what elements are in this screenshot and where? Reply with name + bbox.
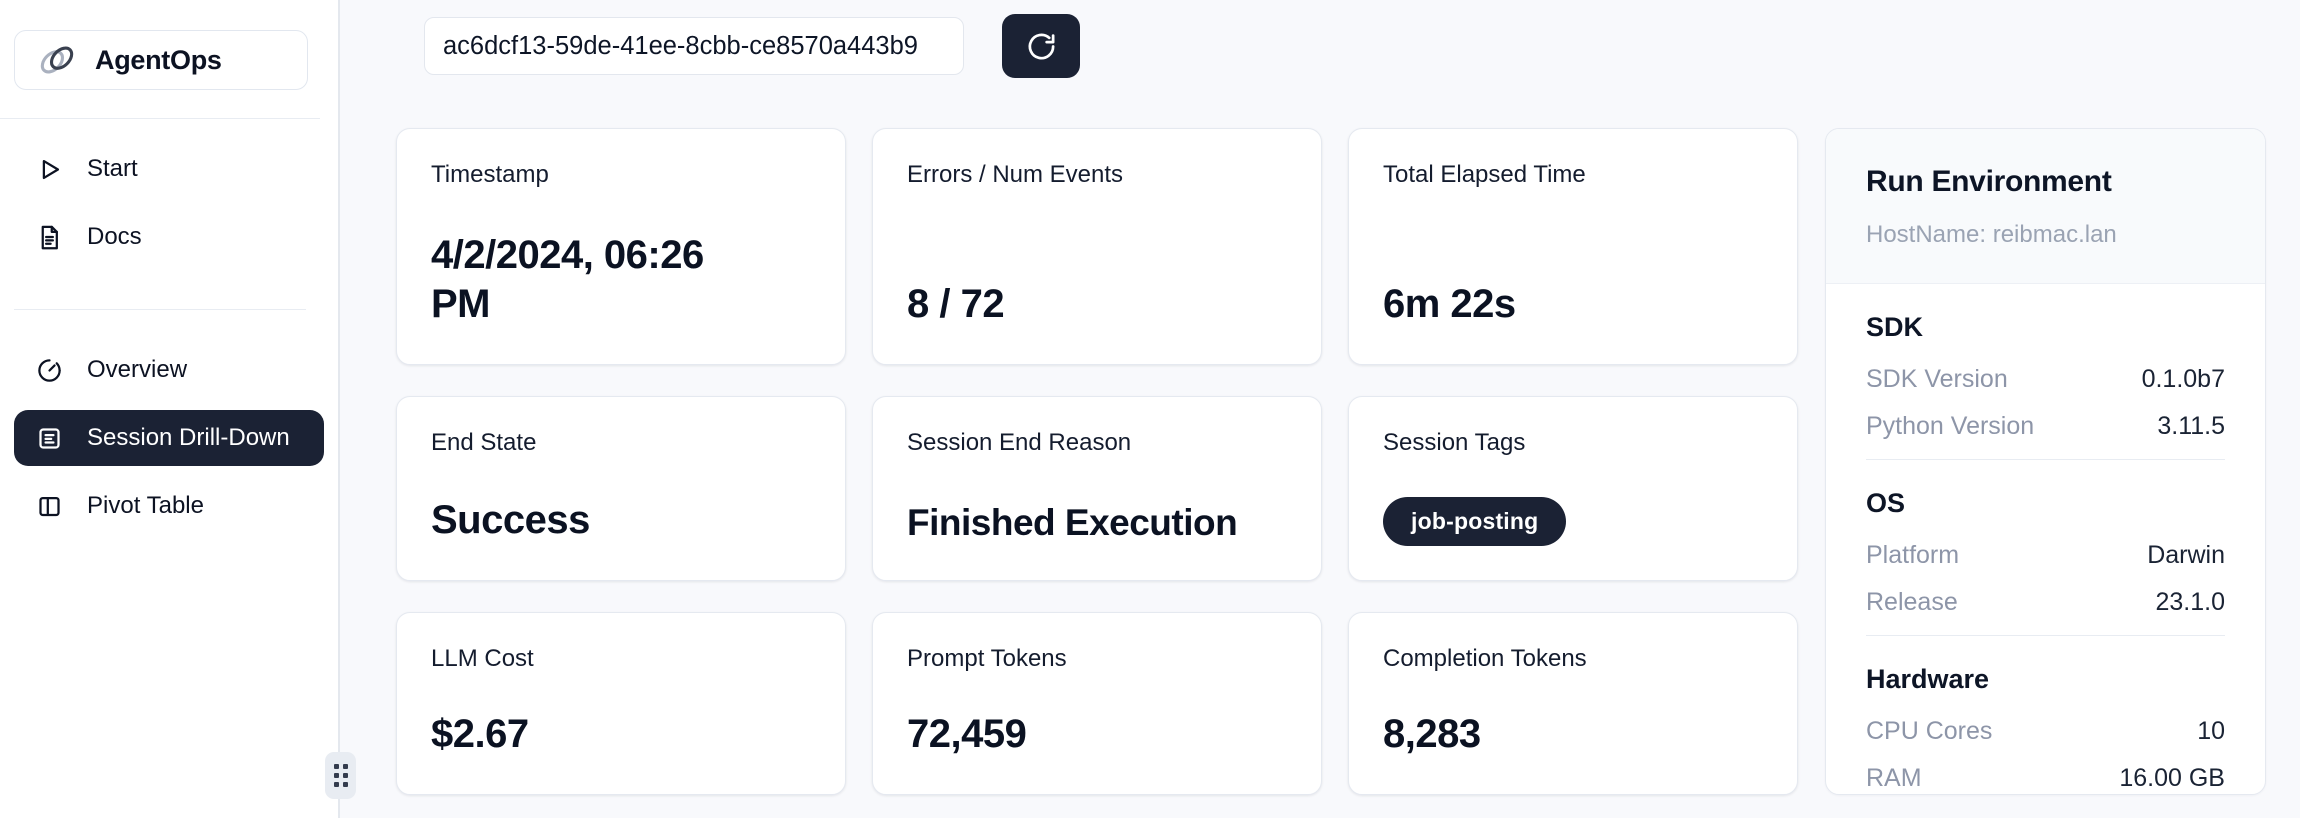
env-row: Platform Darwin (1866, 541, 2225, 570)
stat-card-session-end-reason: Session End Reason Finished Execution (872, 396, 1322, 581)
sidebar-resize-handle[interactable] (325, 752, 356, 799)
section-os: OS Platform Darwin Release 23.1.0 (1826, 460, 2265, 617)
env-row-value: 10 (2197, 717, 2225, 745)
session-id-input[interactable] (424, 17, 964, 75)
env-row-label: Python Version (1866, 412, 2035, 440)
agentops-rings-icon (35, 41, 79, 79)
sidebar-divider (14, 309, 306, 310)
env-row: Release 23.1.0 (1866, 588, 2225, 617)
sidebar: AgentOps Start Docs Overview (0, 0, 340, 818)
env-row-label: SDK Version (1866, 365, 2008, 393)
sidebar-item-pivot-table[interactable]: Pivot Table (14, 478, 324, 534)
env-row-value: 16.00 GB (2119, 764, 2225, 792)
brand-logo[interactable]: AgentOps (14, 30, 308, 90)
run-environment-header: Run Environment HostName: reibmac.lan (1826, 129, 2265, 284)
stat-card-end-state: End State Success (396, 396, 846, 581)
card-value: 6m 22s (1383, 282, 1516, 327)
env-row-value: 23.1.0 (2155, 588, 2225, 616)
sidebar-item-label: Docs (87, 223, 142, 250)
card-value: 8 / 72 (907, 282, 1005, 327)
card-value: Finished Execution (907, 502, 1238, 544)
card-value: 8,283 (1383, 712, 1481, 757)
stat-card-errors-num-events: Errors / Num Events 8 / 72 (872, 128, 1322, 365)
stat-card-total-elapsed-time: Total Elapsed Time 6m 22s (1348, 128, 1798, 365)
env-row-label: RAM (1866, 764, 1922, 792)
brand-name: AgentOps (95, 44, 222, 75)
stat-card-llm-cost: LLM Cost $2.67 (396, 612, 846, 795)
env-row: CPU Cores 10 (1866, 717, 2225, 746)
topbar (424, 14, 2266, 78)
section-title: OS (1866, 488, 1906, 518)
refresh-button[interactable] (1002, 14, 1080, 78)
section-divider (1866, 459, 2225, 460)
sidebar-item-label: Session Drill-Down (87, 424, 290, 451)
card-label: Errors / Num Events (907, 161, 1124, 188)
card-label: Completion Tokens (1383, 645, 1587, 672)
split-panel-icon (36, 493, 63, 520)
sidebar-item-label: Overview (87, 356, 188, 383)
env-row-value: 0.1.0b7 (2141, 365, 2225, 393)
content-row: Timestamp 4/2/2024, 06:26 PM Errors / Nu… (396, 128, 2266, 795)
gauge-icon (36, 357, 63, 384)
stat-cards-grid: Timestamp 4/2/2024, 06:26 PM Errors / Nu… (396, 128, 1798, 795)
sidebar-item-docs[interactable]: Docs (14, 209, 324, 265)
env-row-label: Release (1866, 588, 1958, 616)
sidebar-divider (0, 118, 320, 119)
session-tag-badge: job-posting (1383, 497, 1567, 546)
sidebar-item-label: Pivot Table (87, 492, 204, 519)
stat-card-prompt-tokens: Prompt Tokens 72,459 (872, 612, 1322, 795)
panel-title: Run Environment (1866, 165, 2112, 198)
refresh-icon (1026, 31, 1057, 62)
env-row-value: 3.11.5 (2157, 412, 2225, 440)
card-label: Session End Reason (907, 429, 1132, 456)
card-label: LLM Cost (431, 645, 534, 672)
section-title: SDK (1866, 312, 1924, 342)
env-row: SDK Version 0.1.0b7 (1866, 365, 2225, 394)
run-environment-panel: Run Environment HostName: reibmac.lan SD… (1825, 128, 2266, 795)
stat-card-session-tags: Session Tags job-posting (1348, 396, 1798, 581)
stat-card-timestamp: Timestamp 4/2/2024, 06:26 PM (396, 128, 846, 365)
section-sdk: SDK SDK Version 0.1.0b7 Python Version 3… (1826, 284, 2265, 441)
card-label: Prompt Tokens (907, 645, 1067, 672)
main-content: Timestamp 4/2/2024, 06:26 PM Errors / Nu… (325, 0, 2300, 818)
hostname-text: HostName: reibmac.lan (1866, 221, 2117, 248)
card-label: Timestamp (431, 161, 549, 188)
card-value: 4/2/2024, 06:26 PM (431, 232, 704, 327)
section-divider (1866, 635, 2225, 636)
stat-card-completion-tokens: Completion Tokens 8,283 (1348, 612, 1798, 795)
card-label: Total Elapsed Time (1383, 161, 1586, 188)
env-row: RAM 16.00 GB (1866, 764, 2225, 793)
env-row-value: Darwin (2147, 541, 2225, 569)
list-box-icon (36, 425, 63, 452)
document-icon (36, 224, 63, 251)
env-row-label: Platform (1866, 541, 1960, 569)
section-title: Hardware (1866, 664, 1990, 694)
play-icon (36, 156, 63, 183)
env-row-label: CPU Cores (1866, 717, 1993, 745)
sidebar-item-label: Start (87, 155, 138, 182)
env-row: Python Version 3.11.5 (1866, 412, 2225, 441)
section-hardware: Hardware CPU Cores 10 RAM 16.00 GB (1826, 636, 2265, 793)
sidebar-item-start[interactable]: Start (14, 141, 324, 197)
sidebar-nav: Start Docs Overview Session Drill-Down (0, 119, 338, 534)
card-label: End State (431, 429, 537, 456)
card-label: Session Tags (1383, 429, 1526, 456)
sidebar-item-overview[interactable]: Overview (14, 342, 324, 398)
card-value: 72,459 (907, 712, 1027, 757)
card-value: $2.67 (431, 712, 529, 757)
sidebar-item-session-drill-down[interactable]: Session Drill-Down (14, 410, 324, 466)
card-value: Success (431, 498, 590, 543)
